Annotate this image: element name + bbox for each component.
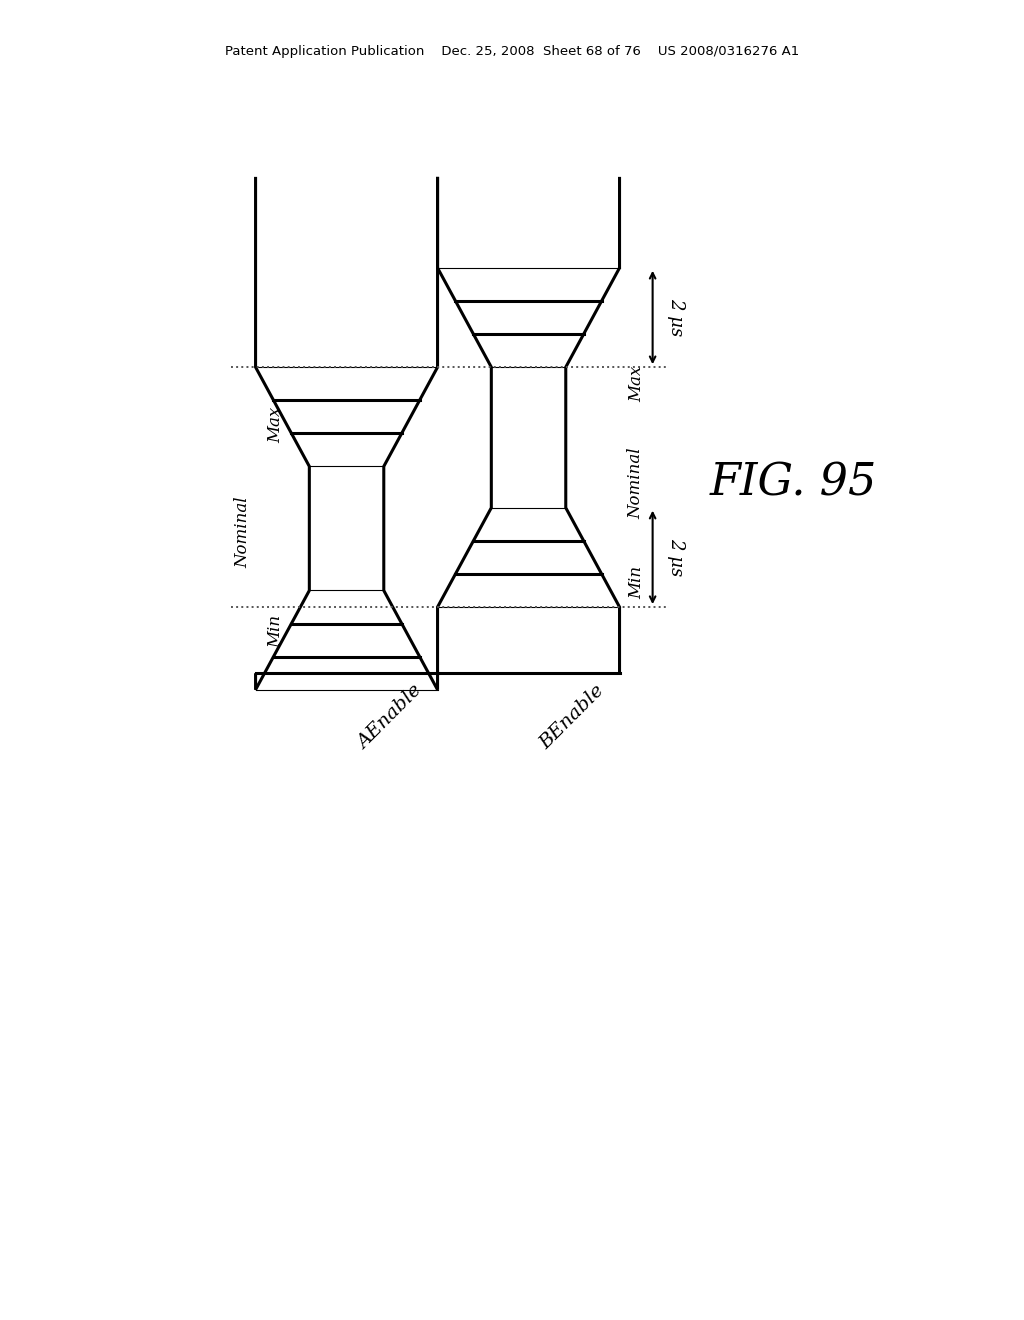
Text: Max: Max [628, 366, 645, 401]
Text: AEnable: AEnable [355, 681, 426, 752]
Text: Nominal: Nominal [628, 447, 645, 519]
Text: 2 μs: 2 μs [668, 298, 685, 337]
Text: Max: Max [267, 407, 285, 444]
Text: FIG. 95: FIG. 95 [710, 462, 877, 504]
Text: Nominal: Nominal [234, 496, 252, 569]
Text: Min: Min [267, 615, 285, 648]
Text: BEnable: BEnable [537, 681, 608, 752]
Text: Min: Min [628, 566, 645, 599]
Text: Patent Application Publication    Dec. 25, 2008  Sheet 68 of 76    US 2008/03162: Patent Application Publication Dec. 25, … [225, 45, 799, 58]
Text: 2 μs: 2 μs [668, 539, 685, 577]
